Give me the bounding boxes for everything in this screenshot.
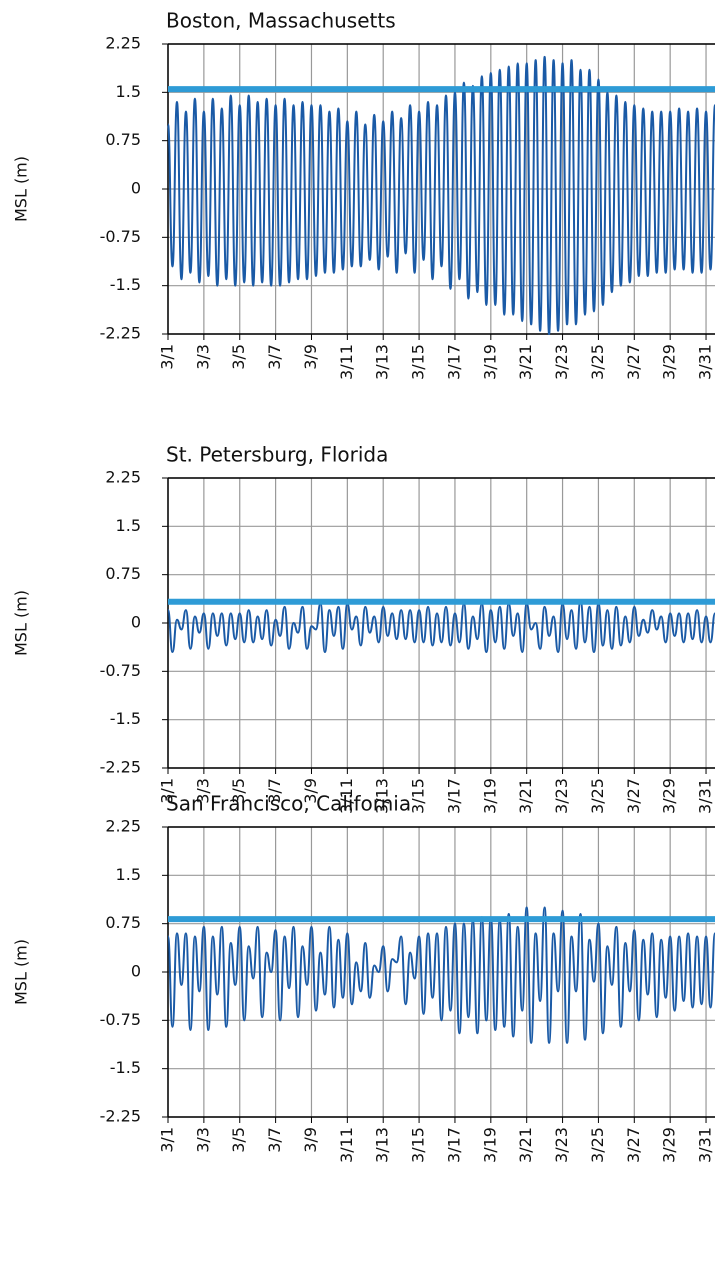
y-tick-label: 2.25 (105, 34, 141, 53)
x-tick-label: 3/27 (624, 1127, 643, 1163)
tide-chart: Boston, Massachusetts MSL (m) -2.25 -1.5 -0.… (12, 9, 715, 380)
tide-chart: St. Petersburg, Florida MSL (m) -2.25 -1.5 -… (12, 443, 715, 814)
x-tick-label: 3/29 (660, 344, 679, 380)
x-tick-label: 3/3 (193, 1127, 212, 1153)
tide-line (167, 599, 715, 654)
x-tick-label: 3/21 (516, 1127, 535, 1163)
y-tick-label: 1.5 (116, 82, 141, 101)
x-tick-label: 3/13 (373, 778, 392, 814)
y-tick-label: -2.25 (100, 758, 141, 777)
x-tick-label: 3/31 (696, 1127, 715, 1163)
x-tick-label: 3/15 (409, 1127, 428, 1163)
x-tick-label: 3/5 (229, 778, 248, 804)
x-tick-label: 3/9 (301, 1127, 320, 1153)
y-tick-label: 0.75 (105, 130, 141, 149)
x-tick-label: 3/7 (265, 778, 284, 804)
chart-title: Boston, Massachusetts (166, 9, 396, 33)
x-tick-label: 3/13 (373, 344, 392, 380)
x-tick-label: 3/23 (552, 344, 571, 380)
y-tick-label: -2.25 (100, 324, 141, 343)
y-tick-label: 0.75 (105, 913, 141, 932)
y-tick-label: 0 (131, 179, 141, 198)
x-tick-label: 3/19 (480, 1127, 499, 1163)
y-tick-label: 2.25 (105, 468, 141, 487)
x-tick-label: 3/21 (516, 778, 535, 814)
x-tick-label: 3/29 (660, 778, 679, 814)
x-tick-label: 3/29 (660, 1127, 679, 1163)
y-tick-label: 2.25 (105, 817, 141, 836)
y-axis-label: MSL (m) (12, 939, 31, 1005)
y-tick-label: -1.5 (110, 1058, 141, 1077)
y-tick-label: 0 (131, 962, 141, 981)
x-tick-label: 3/3 (193, 344, 212, 370)
tide-line (167, 55, 715, 336)
x-tick-label: 3/31 (696, 778, 715, 814)
y-tick-label: 1.5 (116, 865, 141, 884)
chart-title: St. Petersburg, Florida (166, 443, 388, 467)
x-tick-label: 3/1 (158, 778, 177, 804)
y-axis-label: MSL (m) (12, 156, 31, 222)
y-tick-label: 0.75 (105, 564, 141, 583)
x-tick-label: 3/9 (301, 778, 320, 804)
x-tick-label: 3/17 (444, 344, 463, 380)
x-tick-label: 3/23 (552, 778, 571, 814)
x-tick-label: 3/5 (229, 344, 248, 370)
x-tick-label: 3/5 (229, 1127, 248, 1153)
y-tick-label: -2.25 (100, 1107, 141, 1126)
x-tick-label: 3/9 (301, 344, 320, 370)
x-tick-label: 3/25 (588, 1127, 607, 1163)
x-tick-label: 3/1 (158, 344, 177, 370)
y-tick-label: -0.75 (100, 1010, 141, 1029)
x-tick-label: 3/23 (552, 1127, 571, 1163)
y-axis-label: MSL (m) (12, 590, 31, 656)
x-tick-label: 3/21 (516, 344, 535, 380)
y-tick-label: -0.75 (100, 227, 141, 246)
x-tick-label: 3/27 (624, 344, 643, 380)
x-tick-label: 3/3 (193, 778, 212, 804)
x-tick-label: 3/11 (337, 344, 356, 380)
x-tick-label: 3/15 (409, 344, 428, 380)
x-tick-label: 3/17 (444, 1127, 463, 1163)
y-tick-label: -1.5 (110, 275, 141, 294)
x-tick-label: 3/19 (480, 344, 499, 380)
x-tick-label: 3/19 (480, 778, 499, 814)
x-tick-label: 3/7 (265, 1127, 284, 1153)
x-tick-label: 3/31 (696, 344, 715, 380)
x-tick-label: 3/27 (624, 778, 643, 814)
x-tick-label: 3/17 (444, 778, 463, 814)
tide-chart: San Francisco, California MSL (m) -2.25 -1.… (12, 792, 715, 1163)
x-tick-label: 3/7 (265, 344, 284, 370)
x-tick-label: 3/1 (158, 1127, 177, 1153)
x-tick-label: 3/25 (588, 344, 607, 380)
y-tick-label: 1.5 (116, 516, 141, 535)
y-tick-label: 0 (131, 613, 141, 632)
x-tick-label: 3/11 (337, 778, 356, 814)
x-tick-label: 3/13 (373, 1127, 392, 1163)
y-tick-label: -0.75 (100, 661, 141, 680)
chart-title: San Francisco, California (166, 792, 411, 816)
tide-line (167, 906, 715, 1044)
x-tick-label: 3/25 (588, 778, 607, 814)
y-tick-label: -1.5 (110, 709, 141, 728)
x-tick-label: 3/15 (409, 778, 428, 814)
x-tick-label: 3/11 (337, 1127, 356, 1163)
